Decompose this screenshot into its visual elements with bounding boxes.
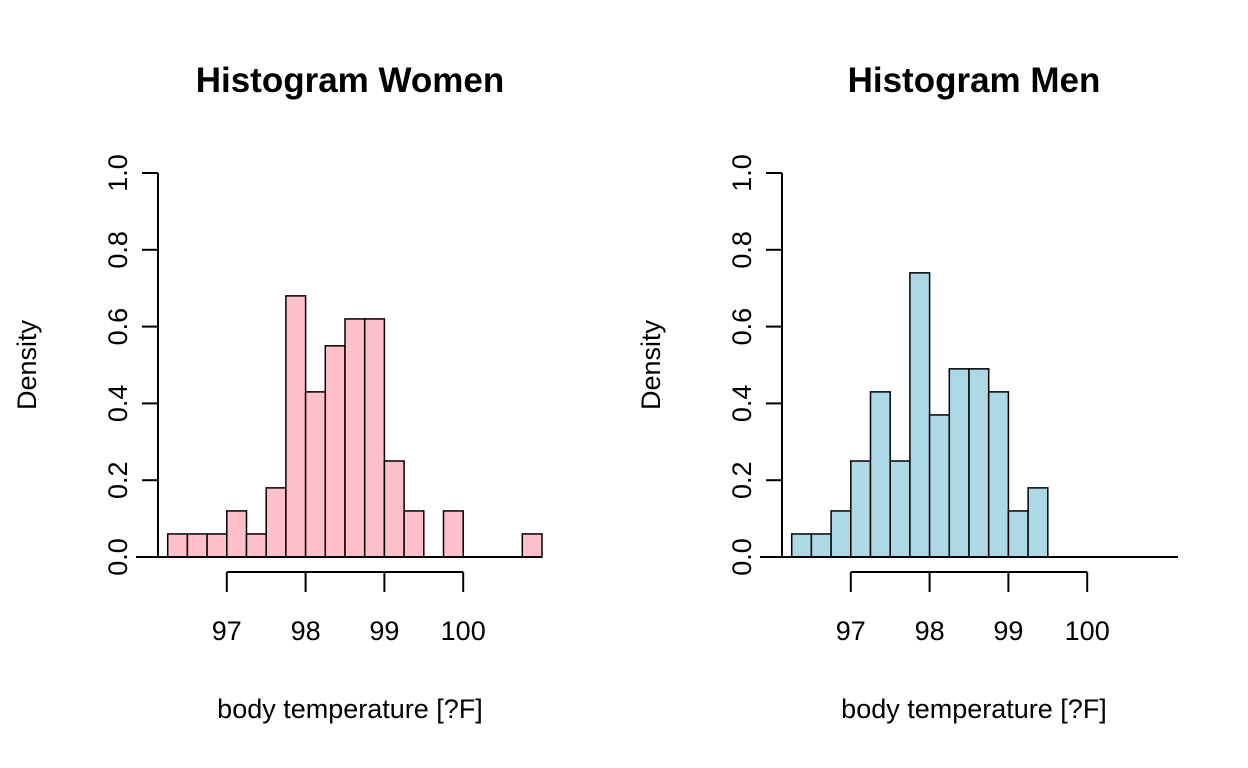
histogram-bar (442, 510, 464, 558)
histogram-bar (790, 533, 813, 558)
axes: 0.0 0.2 0.4 0.6 0.8 1.0 97 98 99 100 (727, 154, 1178, 646)
histogram-bar (403, 510, 425, 558)
histogram-bar (810, 533, 832, 558)
histogram-bar (285, 295, 307, 558)
x-tick-label: 99 (993, 616, 1023, 646)
histogram-bar (265, 487, 287, 558)
histogram-men-panel: Histogram Men body temperature [?F] Dens… (636, 61, 1178, 724)
histogram-bar (1007, 510, 1029, 558)
x-axis-label: body temperature [?F] (841, 694, 1107, 724)
histogram-bar (363, 318, 386, 558)
histogram-bar (1027, 487, 1049, 558)
histogram-bar (304, 391, 327, 558)
y-tick-label: 0.8 (103, 231, 133, 269)
histogram-bar (206, 533, 228, 558)
x-tick-label: 97 (212, 616, 242, 646)
histogram-bar (889, 460, 911, 558)
histogram-bar (245, 533, 267, 558)
y-axis-label: Density (636, 319, 666, 410)
histogram-bar (869, 391, 891, 558)
histogram-bar (324, 345, 346, 558)
y-tick-label: 0.6 (103, 308, 133, 346)
y-tick-label: 1.0 (103, 154, 133, 192)
histogram-bar (226, 510, 248, 558)
y-tick-label: 0.4 (103, 385, 133, 423)
bars (790, 272, 1049, 558)
histogram-bar (830, 510, 852, 558)
chart-title: Histogram Women (196, 61, 505, 100)
histogram-bar (928, 414, 951, 558)
chart-title: Histogram Men (848, 61, 1101, 100)
y-tick-label: 0.0 (727, 538, 757, 576)
bars (166, 295, 543, 558)
y-tick-label: 0.0 (103, 538, 133, 576)
histogram-bar (968, 368, 990, 558)
x-tick-label: 99 (369, 616, 399, 646)
histogram-bar (344, 318, 366, 558)
histogram-women-panel: Histogram Women body temperature [?F] De… (12, 61, 543, 724)
y-tick-label: 0.4 (727, 385, 757, 423)
x-tick-label: 98 (915, 616, 945, 646)
histogram-bar (521, 533, 543, 558)
histogram-bar (383, 460, 405, 558)
histogram-bar (987, 391, 1010, 558)
histogram-bar (909, 272, 931, 558)
histogram-bar (948, 368, 970, 558)
x-tick-label: 97 (836, 616, 866, 646)
x-tick-label: 100 (441, 616, 486, 646)
y-tick-label: 1.0 (727, 154, 757, 192)
y-tick-label: 0.6 (727, 308, 757, 346)
axes: 0.0 0.2 0.4 0.6 0.8 1.0 97 98 99 100 (103, 154, 542, 646)
y-tick-label: 0.8 (727, 231, 757, 269)
y-tick-label: 0.2 (103, 461, 133, 499)
histogram-bar (850, 460, 872, 558)
histogram-bar (186, 533, 208, 558)
y-tick-label: 0.2 (727, 461, 757, 499)
histogram-bar (166, 533, 189, 558)
x-axis-label: body temperature [?F] (217, 694, 483, 724)
x-tick-label: 98 (291, 616, 321, 646)
x-tick-label: 100 (1065, 616, 1110, 646)
y-axis-label: Density (12, 319, 42, 410)
